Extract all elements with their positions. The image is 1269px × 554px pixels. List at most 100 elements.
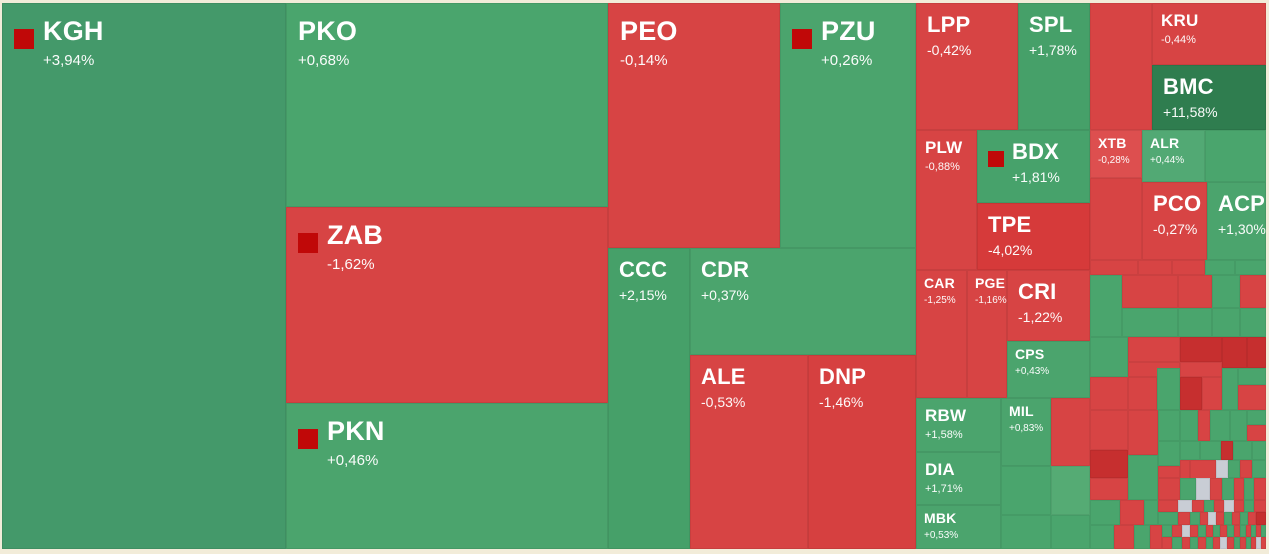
mini-tile[interactable]	[1198, 525, 1206, 537]
mini-tile[interactable]	[1256, 525, 1261, 537]
mini-tile[interactable]	[1134, 525, 1150, 549]
mini-tile[interactable]	[1240, 525, 1246, 537]
mini-tile[interactable]	[1202, 377, 1222, 410]
mini-tile[interactable]	[1234, 478, 1244, 500]
tile-pge[interactable]: PGE -1,16%	[967, 270, 1007, 398]
mini-tile[interactable]	[1200, 441, 1221, 460]
mini-tile[interactable]	[1222, 478, 1234, 500]
mini-tile[interactable]	[1208, 512, 1216, 525]
mini-tile[interactable]	[1212, 275, 1240, 308]
mini-tile[interactable]	[1128, 455, 1158, 500]
mini-tile[interactable]	[1254, 500, 1266, 512]
mini-tile[interactable]	[1212, 308, 1240, 337]
mini-tile[interactable]	[1122, 275, 1178, 308]
mini-tile[interactable]	[1220, 537, 1227, 549]
mini-tile[interactable]	[1090, 500, 1120, 525]
mini-tile[interactable]	[1240, 460, 1252, 478]
tile-peo[interactable]: PEO -0,14%	[608, 3, 780, 248]
mini-tile[interactable]	[1172, 537, 1182, 549]
mini-tile[interactable]	[1128, 377, 1157, 410]
mini-tile[interactable]	[1244, 500, 1254, 512]
mini-tile[interactable]	[1158, 410, 1180, 441]
tile-acp[interactable]: ACP +1,30%	[1207, 182, 1266, 260]
mini-tile[interactable]	[1230, 410, 1247, 441]
mini-tile[interactable]	[1158, 478, 1180, 500]
mini-tile[interactable]	[1246, 525, 1251, 537]
mini-tile[interactable]	[1254, 478, 1266, 500]
mini-tile[interactable]	[1238, 385, 1266, 410]
tile-kru[interactable]: KRU -0,44%	[1152, 3, 1266, 65]
mini-tile[interactable]	[1158, 466, 1180, 478]
mini-tile[interactable]	[1178, 275, 1212, 308]
mini-tile[interactable]	[1128, 337, 1180, 362]
mini-tile[interactable]	[1122, 308, 1178, 337]
mini-tile[interactable]	[1240, 308, 1266, 337]
mini-tile[interactable]	[1198, 537, 1206, 549]
mini-tile[interactable]	[1247, 337, 1266, 368]
mini-tile[interactable]	[1172, 260, 1205, 275]
mini-tile[interactable]	[1182, 525, 1190, 537]
mini-tile[interactable]	[1190, 460, 1216, 480]
mini-tile[interactable]	[1227, 525, 1234, 537]
mini-tile[interactable]	[1234, 500, 1244, 512]
mini-tile[interactable]	[1206, 525, 1213, 537]
mini-tile[interactable]	[1138, 260, 1172, 275]
mini-tile[interactable]	[1261, 525, 1266, 537]
mini-tile[interactable]	[1228, 460, 1240, 478]
mini-tile[interactable]	[1120, 500, 1144, 525]
mini-tile[interactable]	[1214, 500, 1224, 512]
tile-bdx[interactable]: BDX +1,81%	[977, 130, 1090, 203]
tile-ccc[interactable]: CCC +2,15%	[608, 248, 690, 549]
mini-tile[interactable]	[1210, 478, 1222, 500]
mini-tile[interactable]	[1222, 368, 1238, 410]
mini-tile[interactable]	[1238, 368, 1266, 385]
tile-plw[interactable]: PLW -0,88%	[916, 130, 977, 270]
mini-tile[interactable]	[1180, 460, 1190, 480]
tile-car[interactable]: CAR -1,25%	[916, 270, 967, 398]
mini-tile[interactable]	[1090, 275, 1122, 337]
mini-tile[interactable]	[1090, 377, 1128, 410]
mini-tile[interactable]	[1180, 441, 1200, 460]
tile-lpp[interactable]: LPP -0,42%	[916, 3, 1018, 130]
mini-tile[interactable]	[1158, 500, 1178, 512]
mini-tile[interactable]	[1180, 362, 1222, 377]
mini-tile[interactable]	[1051, 398, 1090, 466]
mini-tile[interactable]	[1178, 500, 1192, 512]
mini-tile[interactable]	[1158, 512, 1178, 525]
mini-tile[interactable]	[1256, 512, 1266, 525]
tile-tpe[interactable]: TPE -4,02%	[977, 203, 1090, 270]
mini-tile[interactable]	[1222, 337, 1247, 368]
mini-tile[interactable]	[1190, 512, 1200, 525]
mini-tile[interactable]	[1090, 525, 1114, 549]
mini-tile[interactable]	[1216, 512, 1224, 525]
tile-mbk[interactable]: MBK +0,53%	[916, 505, 1001, 549]
mini-tile[interactable]	[1240, 537, 1246, 549]
mini-tile[interactable]	[1213, 525, 1220, 537]
mini-tile[interactable]	[1224, 500, 1234, 512]
mini-tile[interactable]	[1251, 537, 1256, 549]
mini-tile[interactable]	[1227, 537, 1234, 549]
tile-pco[interactable]: PCO -0,27%	[1142, 182, 1207, 260]
tile-zab[interactable]: ZAB -1,62%	[286, 207, 608, 403]
mini-tile[interactable]	[1190, 537, 1198, 549]
mini-tile[interactable]	[1221, 441, 1233, 460]
mini-tile[interactable]	[1205, 260, 1235, 275]
mini-tile[interactable]	[1172, 525, 1182, 537]
tile-cri[interactable]: CRI -1,22%	[1007, 270, 1090, 341]
mini-tile[interactable]	[1001, 466, 1051, 515]
mini-tile[interactable]	[1090, 178, 1142, 260]
mini-tile[interactable]	[1144, 500, 1158, 525]
mini-tile[interactable]	[1178, 308, 1212, 337]
mini-tile[interactable]	[1128, 410, 1158, 455]
mini-tile[interactable]	[1090, 260, 1138, 275]
mini-tile[interactable]	[1178, 512, 1190, 525]
tile-dia[interactable]: DIA +1,71%	[916, 452, 1001, 505]
mini-tile[interactable]	[1198, 410, 1210, 441]
mini-tile[interactable]	[1090, 450, 1128, 478]
tile-dnp[interactable]: DNP -1,46%	[808, 355, 916, 549]
tile-rbw[interactable]: RBW +1,58%	[916, 398, 1001, 452]
mini-tile[interactable]	[1251, 525, 1256, 537]
mini-tile[interactable]	[1180, 410, 1198, 441]
mini-tile[interactable]	[1234, 525, 1240, 537]
mini-tile[interactable]	[1204, 500, 1214, 512]
